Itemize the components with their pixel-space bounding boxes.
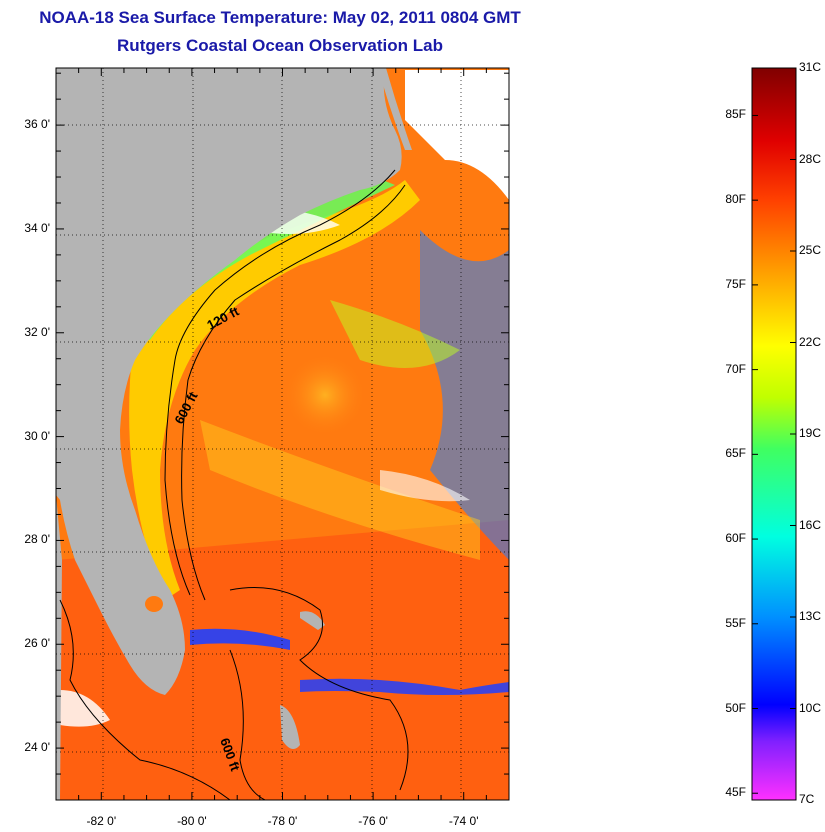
lat-label: 26 0' [24, 636, 50, 651]
colorbar-label-f: 55F [725, 615, 746, 630]
map-title: NOAA-18 Sea Surface Temperature: May 02,… [39, 8, 521, 27]
lon-label: -78 0' [267, 814, 298, 828]
contour-600ft [181, 184, 406, 601]
colorbar-label-c: 10C [799, 700, 822, 715]
map-ticks [55, 68, 510, 801]
colorbar-label-f: 85F [725, 107, 746, 122]
land-outer-banks [378, 68, 412, 150]
contour-120ft [164, 169, 396, 596]
cloud-streak [380, 470, 470, 502]
colorbar-label-c: 31C [799, 60, 822, 74]
lat-label: 30 0' [24, 428, 50, 443]
colorbar-label-f: 50F [725, 700, 746, 715]
contour-gulf [59, 599, 231, 800]
map-subtitle: Rutgers Coastal Ocean Observation Lab [117, 36, 443, 55]
cool-patch-bahamas [190, 628, 290, 650]
nearshore-cool-water [120, 175, 395, 340]
colorbar-label-f: 80F [725, 192, 746, 207]
colorbar-label-f: 70F [725, 361, 746, 376]
colorbar-label-f: 60F [725, 531, 746, 546]
lon-label: -74 0' [448, 814, 479, 828]
frontal-band [200, 420, 480, 560]
colorbar-label-c: 22C [799, 334, 822, 349]
colorbar-label-c: 7C [799, 792, 815, 806]
land-mainland [56, 68, 402, 695]
cloud-northeast [405, 70, 509, 200]
colorbar-ticks [752, 67, 796, 801]
land-gulf-edge [56, 495, 62, 800]
contour-600ft-south [229, 649, 266, 800]
colorbar-label-f: 65F [725, 446, 746, 461]
lon-label: -80 0' [177, 814, 207, 828]
lat-label: 28 0' [24, 532, 50, 547]
lat-label: 32 0' [24, 324, 50, 339]
mixed-water-band [330, 300, 460, 368]
warm-eddy [283, 353, 367, 437]
cloud-patch [60, 690, 110, 727]
lat-label: 34 0' [24, 220, 50, 235]
colorbar-label-f: 75F [725, 276, 746, 291]
map-image [56, 68, 509, 800]
colorbar [751, 67, 797, 801]
contour-bahamas [229, 587, 409, 791]
colorbar-label-c: 19C [799, 426, 822, 440]
land-bahamas-island [300, 611, 325, 630]
colorbar-label-f: 45F [725, 785, 746, 800]
lon-label: -76 0' [358, 814, 388, 828]
lon-label: -82 0' [86, 814, 117, 828]
land-andros-island [280, 705, 300, 749]
colorbar-label-c: 25C [799, 243, 822, 257]
lat-label: 24 0' [24, 740, 50, 755]
lake-okeechobee [145, 596, 163, 612]
colorbar-label-c: 16C [799, 517, 822, 532]
colorbar-label-c: 28C [799, 151, 822, 166]
cool-water-east [420, 230, 509, 560]
lat-label: 36 0' [24, 117, 50, 132]
colorbar-label-c: 13C [799, 609, 822, 623]
